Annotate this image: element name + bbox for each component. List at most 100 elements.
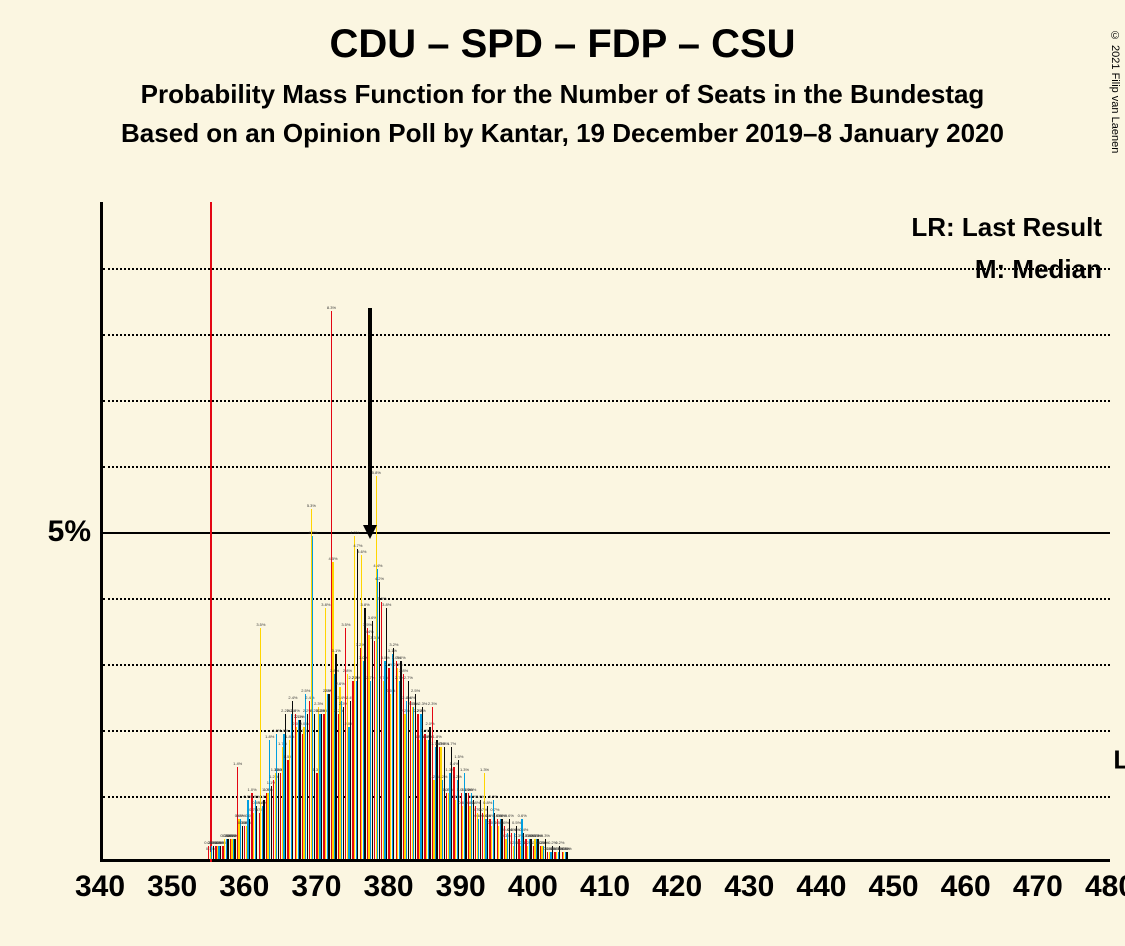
x-axis-label: 480 <box>1085 870 1125 904</box>
bar <box>408 681 409 859</box>
bar-value-label: 1.0% <box>248 787 257 792</box>
bar <box>379 582 380 859</box>
x-axis-label: 440 <box>796 870 846 904</box>
bar-value-label: 0.4% <box>519 827 528 832</box>
bar-value-label: 1.0% <box>467 787 476 792</box>
bar <box>271 786 272 859</box>
bar <box>429 727 430 859</box>
bar <box>263 800 264 859</box>
bar-value-label: 0.9% <box>251 794 260 799</box>
x-axis-labels: 3403503603703803904004104204304404504604… <box>100 870 1110 920</box>
bar <box>213 846 214 859</box>
bar <box>566 852 567 859</box>
bar-value-label: 2.8% <box>343 668 352 673</box>
bar-value-label: 3.8% <box>382 602 391 607</box>
x-axis-label: 360 <box>219 870 269 904</box>
bar-value-label: 2.3% <box>314 701 323 706</box>
bar <box>328 694 329 859</box>
bar-value-label: 0.6% <box>505 813 514 818</box>
bar <box>307 714 308 859</box>
bar-value-label: 5.8% <box>372 470 381 475</box>
bar-value-label: 4.7% <box>353 543 362 548</box>
bar-value-label: 3.9% <box>377 596 386 601</box>
x-axis-label: 340 <box>75 870 125 904</box>
bar-value-label: 0.6% <box>518 813 527 818</box>
y-axis-label: 5% <box>48 515 91 549</box>
bar <box>436 740 437 859</box>
chart-subtitle-2: Based on an Opinion Poll by Kantar, 19 D… <box>0 118 1125 149</box>
bar-value-label: 2.3% <box>428 701 437 706</box>
bar <box>364 608 365 859</box>
x-axis-label: 460 <box>941 870 991 904</box>
bar-value-label: 4.4% <box>373 563 382 568</box>
median-line <box>368 308 372 526</box>
bar-value-label: 2.1% <box>296 714 305 719</box>
bar-value-label: 0.2% <box>555 840 564 845</box>
bar-value-label: 2.4% <box>288 695 297 700</box>
bar-value-label: 2.5% <box>411 688 420 693</box>
bar-value-label: 2.7% <box>404 675 413 680</box>
bar-value-label: 2.2% <box>291 708 300 713</box>
bar-value-label: 3.8% <box>321 602 330 607</box>
x-axis-label: 410 <box>580 870 630 904</box>
bar <box>227 839 228 859</box>
copyright-text: © 2021 Filip van Laenen <box>1105 22 1125 161</box>
bar <box>386 608 387 859</box>
bar-value-label: 1.5% <box>454 754 463 759</box>
bar <box>444 747 445 859</box>
bar-container: 0.2%0.1%0.2%0.2%0.2%0.2%0.2%0.2%0.2%0.3%… <box>103 202 1110 859</box>
bar-value-label: 0.1% <box>563 846 572 851</box>
bar-value-label: 1.8% <box>433 734 442 739</box>
bar-value-label: 3.0% <box>397 655 406 660</box>
bar-value-label: 0.3% <box>541 833 550 838</box>
bar-value-label: 1.4% <box>233 761 242 766</box>
bar-value-label: 3.8% <box>361 602 370 607</box>
bar-value-label: 0.7% <box>490 807 499 812</box>
bar-value-label: 2.3% <box>418 701 427 706</box>
bar-value-label: 4.9% <box>350 530 359 535</box>
x-axis-label: 420 <box>652 870 702 904</box>
bar-value-label: 0.8% <box>483 800 492 805</box>
bar <box>278 773 279 859</box>
chart-title: CDU – SPD – FDP – CSU <box>0 22 1125 67</box>
plot-area: 5% LR: Last Result M: Median LR 0.2%0.1%… <box>100 202 1110 862</box>
bar <box>256 806 257 859</box>
bar <box>234 839 235 859</box>
bar <box>220 846 221 859</box>
lr-label: LR <box>1113 744 1125 775</box>
x-axis-label: 470 <box>1013 870 1063 904</box>
bar <box>415 694 416 859</box>
bar-value-label: 5.3% <box>307 503 316 508</box>
bar <box>242 826 243 859</box>
x-axis-label: 380 <box>364 870 414 904</box>
bar-value-label: 2.0% <box>425 721 434 726</box>
bar-value-label: 3.5% <box>341 622 350 627</box>
bar-value-label: 3.1% <box>332 648 341 653</box>
x-axis-label: 370 <box>291 870 341 904</box>
bar-value-label: 3.2% <box>389 642 398 647</box>
bar <box>372 621 373 859</box>
bar-value-label: 2.8% <box>399 668 408 673</box>
bar-value-label: 4.5% <box>329 556 338 561</box>
bar-value-label: 4.6% <box>357 549 366 554</box>
bar-value-label: 1.8% <box>265 734 274 739</box>
bar <box>458 760 459 859</box>
x-axis-label: 350 <box>147 870 197 904</box>
bar-value-label: 3.5% <box>256 622 265 627</box>
bar <box>343 707 344 859</box>
bar <box>299 720 300 859</box>
bar-value-label: 4.9% <box>308 530 317 535</box>
bar-value-label: 4.2% <box>375 576 384 581</box>
bar <box>314 714 315 859</box>
bar-value-label: 0.9% <box>489 794 498 799</box>
bar <box>501 819 502 859</box>
bar-value-label: 1.7% <box>447 741 456 746</box>
bar-value-label: 0.6% <box>236 813 245 818</box>
bar <box>400 661 401 859</box>
bar <box>249 819 250 859</box>
chart-subtitle-1: Probability Mass Function for the Number… <box>0 79 1125 110</box>
bar-value-label: 2.5% <box>301 688 310 693</box>
bar-value-label: 2.6% <box>336 681 345 686</box>
x-axis-label: 450 <box>869 870 919 904</box>
bar-value-label: 0.5% <box>512 820 521 825</box>
